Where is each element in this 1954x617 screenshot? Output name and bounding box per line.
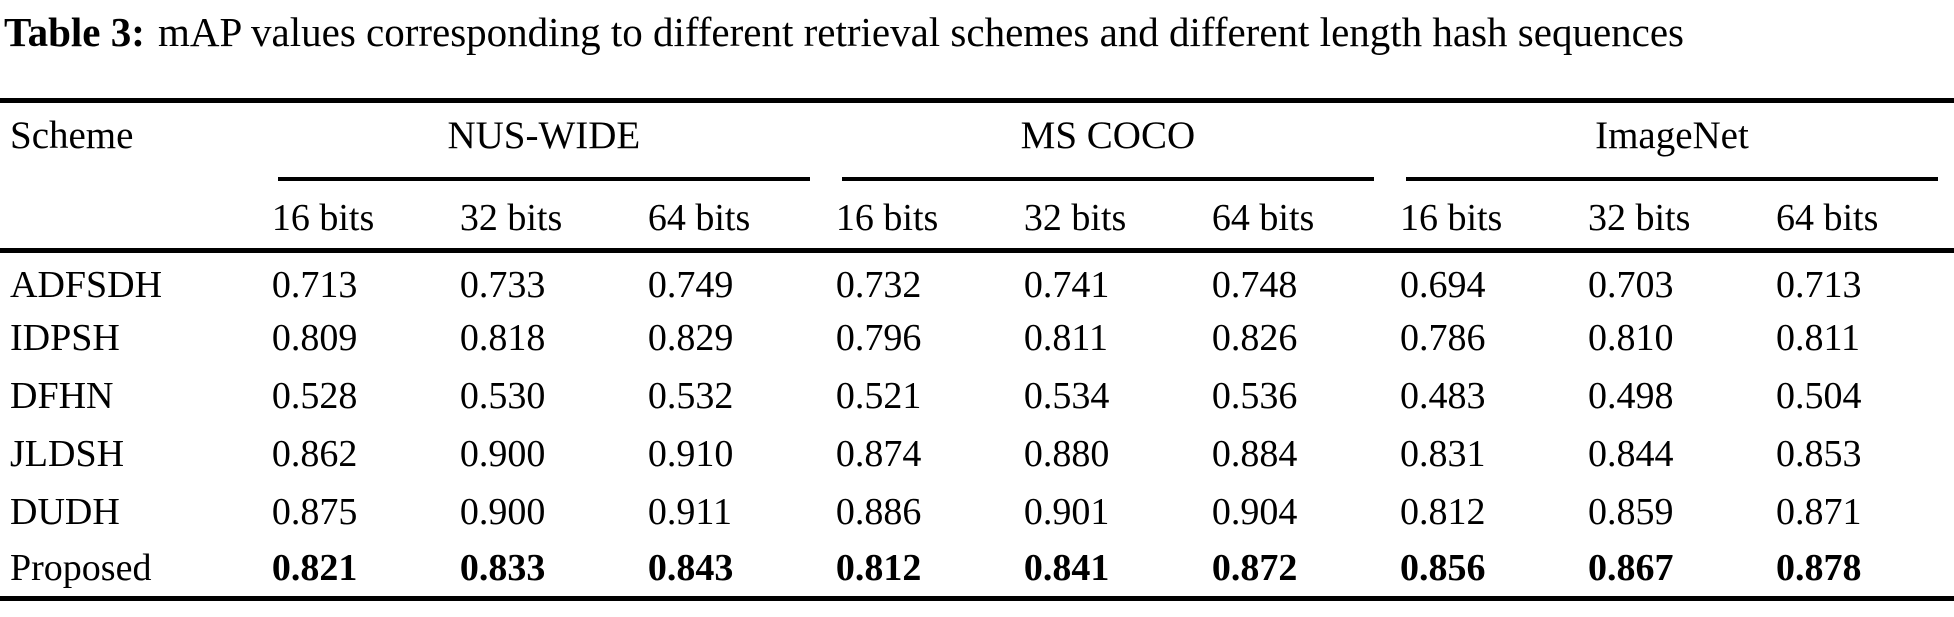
- scheme-row-adfsdh: ADFSDH 0.713 0.733 0.749 0.732 0.741 0.7…: [0, 251, 1954, 309]
- scheme-name-cell: JLDSH: [10, 432, 125, 475]
- scheme-name-cell: DUDH: [10, 490, 120, 533]
- bits-column-header: 32 bits: [1587, 197, 1691, 240]
- scheme-row-dudh: DUDH 0.875 0.900 0.911 0.886 0.901 0.904…: [0, 483, 1954, 541]
- map-value-cell: 0.856: [1399, 547, 1486, 590]
- map-value-cell: 0.811: [1023, 316, 1108, 359]
- map-value-cell: 0.875: [271, 490, 358, 533]
- map-value-cell: 0.886: [835, 490, 922, 533]
- bits-column-header: 32 bits: [1023, 197, 1127, 240]
- scheme-name-cell: Proposed: [10, 547, 152, 590]
- map-value-cell: 0.911: [647, 490, 732, 533]
- map-value-cell: 0.498: [1587, 374, 1674, 417]
- bits-column-header: 64 bits: [1775, 197, 1879, 240]
- map-value-cell: 0.528: [271, 374, 358, 417]
- map-value-cell: 0.867: [1587, 547, 1674, 590]
- map-value-cell: 0.884: [1211, 432, 1298, 475]
- map-value-cell: 0.880: [1023, 432, 1110, 475]
- bits-column-header: 64 bits: [647, 197, 751, 240]
- map-value-cell: 0.900: [459, 432, 546, 475]
- map-value-cell: 0.536: [1211, 374, 1298, 417]
- table-header-group-row: Scheme NUS-WIDE MS COCO ImageNet: [0, 101, 1954, 181]
- map-value-cell: 0.904: [1211, 490, 1298, 533]
- map-value-cell: 0.811: [1775, 316, 1861, 359]
- map-value-cell: 0.871: [1775, 490, 1862, 533]
- map-value-cell: 0.826: [1211, 316, 1298, 359]
- scheme-row-jldsh: JLDSH 0.862 0.900 0.910 0.874 0.880 0.88…: [0, 425, 1954, 483]
- map-value-cell: 0.749: [647, 263, 734, 306]
- map-value-cell: 0.713: [271, 263, 358, 306]
- scheme-name-cell: DFHN: [10, 374, 114, 417]
- map-value-cell: 0.732: [835, 263, 922, 306]
- map-value-cell: 0.812: [1399, 490, 1486, 533]
- map-value-cell: 0.786: [1399, 316, 1486, 359]
- map-value-cell: 0.901: [1023, 490, 1110, 533]
- map-value-cell: 0.521: [835, 374, 922, 417]
- table-caption-text: mAP values corresponding to different re…: [158, 9, 1685, 55]
- map-value-cell: 0.483: [1399, 374, 1486, 417]
- group-header-nus-wide: NUS-WIDE: [262, 101, 826, 181]
- scheme-name-cell: ADFSDH: [10, 263, 163, 306]
- map-value-cell: 0.812: [835, 547, 922, 590]
- map-value-cell: 0.872: [1211, 547, 1298, 590]
- map-value-cell: 0.713: [1775, 263, 1862, 306]
- map-value-cell: 0.504: [1775, 374, 1862, 417]
- table-caption: Table 3: mAP values corresponding to diff…: [0, 0, 1954, 98]
- scheme-row-idpsh: IDPSH 0.809 0.818 0.829 0.796 0.811 0.82…: [0, 309, 1954, 367]
- map-value-cell: 0.532: [647, 374, 734, 417]
- map-value-cell: 0.809: [271, 316, 358, 359]
- map-value-cell: 0.900: [459, 490, 546, 533]
- column-header-scheme: Scheme: [10, 114, 134, 157]
- map-value-cell: 0.831: [1399, 432, 1486, 475]
- results-table: Scheme NUS-WIDE MS COCO ImageNet 16 bits…: [0, 98, 1954, 601]
- map-value-cell: 0.741: [1023, 263, 1110, 306]
- map-value-cell: 0.843: [647, 547, 734, 590]
- scheme-row-dfhn: DFHN 0.528 0.530 0.532 0.521 0.534 0.536…: [0, 367, 1954, 425]
- scheme-name-cell: IDPSH: [10, 316, 120, 359]
- map-value-cell: 0.703: [1587, 263, 1674, 306]
- bits-column-header: 16 bits: [835, 197, 939, 240]
- group-header-imagenet: ImageNet: [1390, 101, 1954, 181]
- map-value-cell: 0.810: [1587, 316, 1674, 359]
- map-value-cell: 0.821: [271, 547, 358, 590]
- scheme-row-proposed: Proposed 0.821 0.833 0.843 0.812 0.841 0…: [0, 541, 1954, 599]
- group-header-ms-coco: MS COCO: [826, 101, 1390, 181]
- bits-column-header: 32 bits: [459, 197, 563, 240]
- map-value-cell: 0.910: [647, 432, 734, 475]
- map-value-cell: 0.833: [459, 547, 546, 590]
- map-value-cell: 0.841: [1023, 547, 1110, 590]
- map-value-cell: 0.862: [271, 432, 358, 475]
- map-value-cell: 0.534: [1023, 374, 1110, 417]
- map-value-cell: 0.874: [835, 432, 922, 475]
- bits-column-header: 16 bits: [1399, 197, 1503, 240]
- map-value-cell: 0.748: [1211, 263, 1298, 306]
- map-value-cell: 0.829: [647, 316, 734, 359]
- map-value-cell: 0.853: [1775, 432, 1862, 475]
- table-header-bits-row: 16 bits 32 bits 64 bits 16 bits 32 bits …: [0, 181, 1954, 251]
- map-value-cell: 0.796: [835, 316, 922, 359]
- bits-column-header: 64 bits: [1211, 197, 1315, 240]
- map-value-cell: 0.844: [1587, 432, 1674, 475]
- map-value-cell: 0.733: [459, 263, 546, 306]
- map-value-cell: 0.818: [459, 316, 546, 359]
- table-caption-label: Table 3:: [4, 9, 145, 55]
- map-value-cell: 0.878: [1775, 547, 1862, 590]
- map-value-cell: 0.694: [1399, 263, 1486, 306]
- bits-column-header: 16 bits: [271, 197, 375, 240]
- map-value-cell: 0.530: [459, 374, 546, 417]
- map-value-cell: 0.859: [1587, 490, 1674, 533]
